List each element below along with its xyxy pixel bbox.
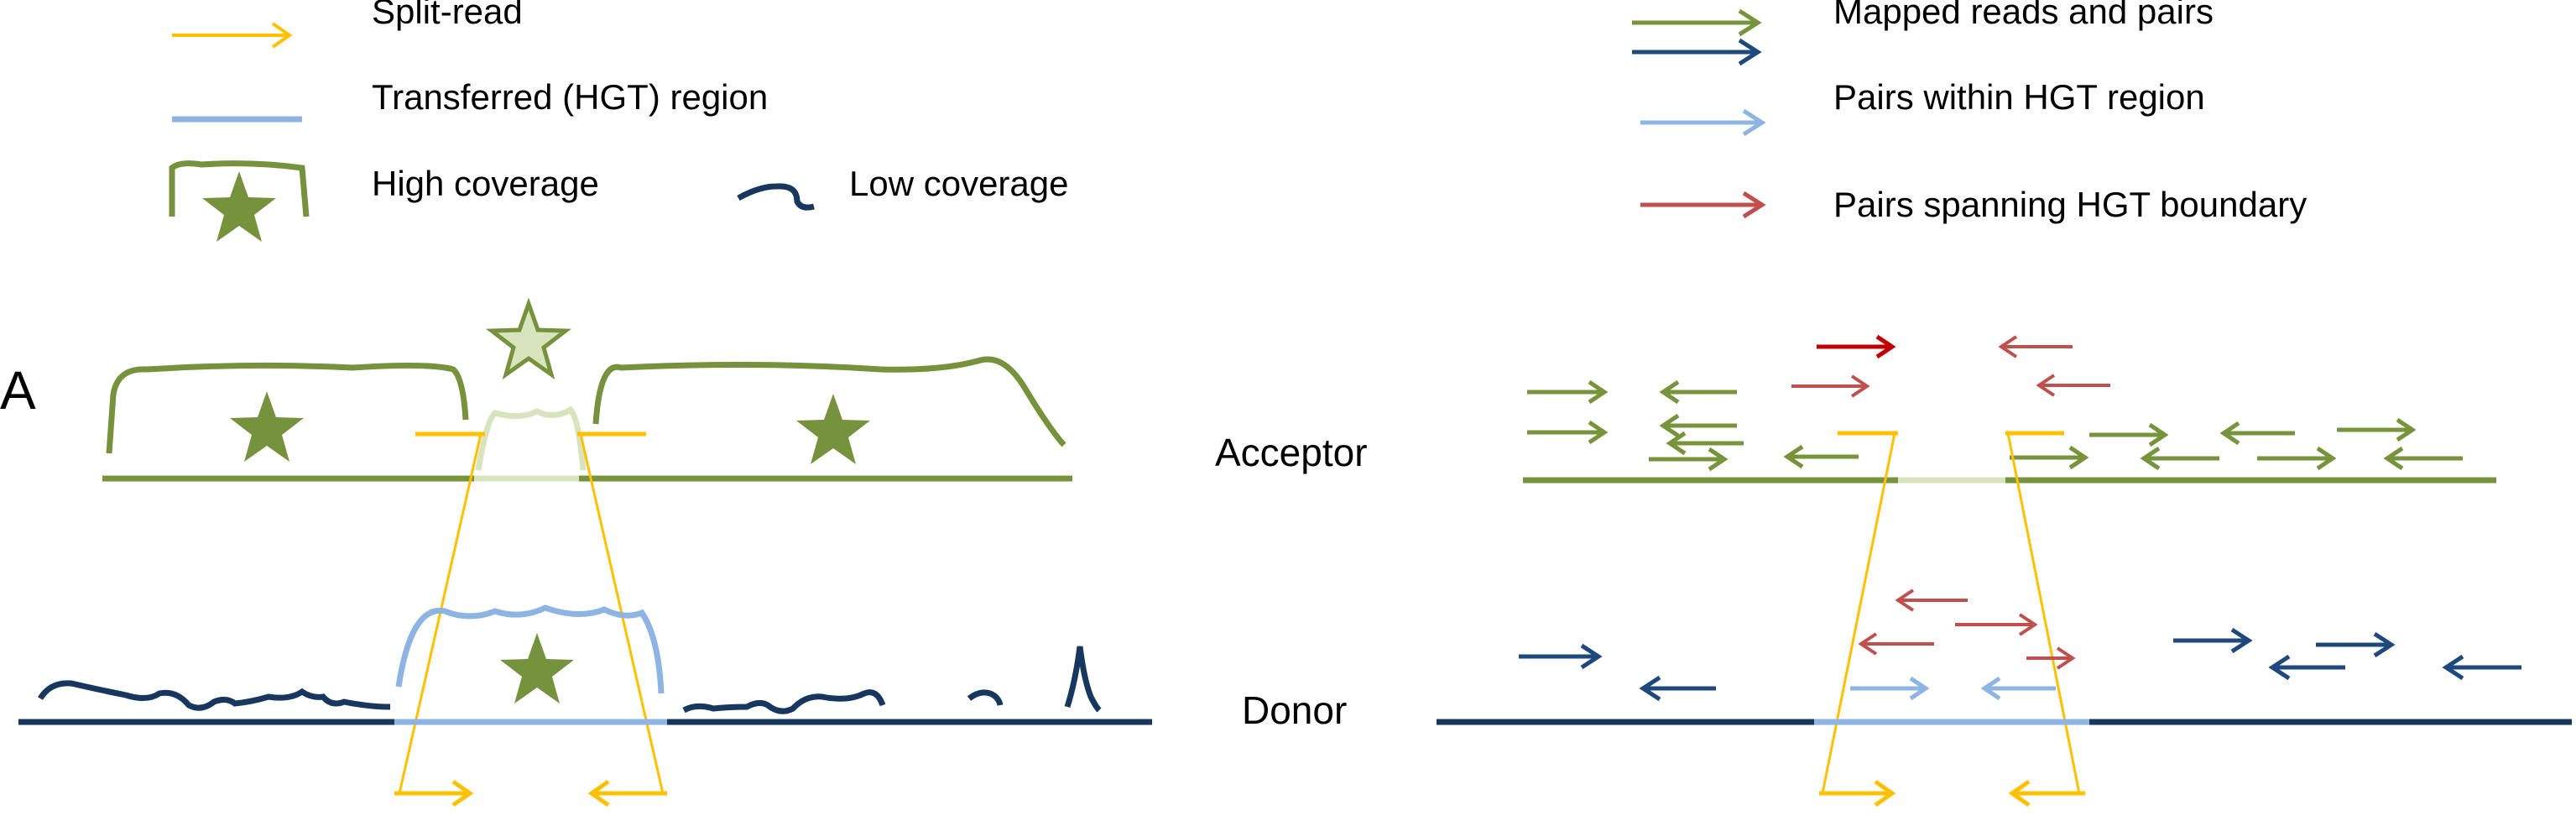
legend-low-coverage-label: Low coverage (849, 164, 1069, 203)
donor-coverage-low-small (967, 689, 1004, 706)
high-coverage-star-icon (796, 394, 870, 464)
right-split-read-arrows (1819, 779, 2085, 808)
legend-high-coverage-label: High coverage (372, 164, 599, 203)
donor-spanning-pairs (1858, 588, 2076, 670)
legend-left: Split-read Transferred (HGT) region High… (169, 0, 1069, 242)
legend-mapped-reads-label: Mapped reads and pairs (1833, 0, 2214, 31)
donor-coverage-low-mid (682, 689, 886, 714)
right-acceptor-track (1523, 431, 2496, 484)
left-split-read-arrows (394, 779, 667, 808)
low-coverage-legend-icon (737, 183, 815, 211)
pairs-spanning-legend-icon (1640, 191, 1766, 219)
acceptor-coverage-gap (475, 405, 587, 471)
legend-pairs-spanning-label: Pairs spanning HGT boundary (1833, 185, 2307, 224)
donor-coverage-hgt (395, 604, 665, 694)
high-coverage-legend-icon (169, 160, 310, 242)
donor-mapped-reads (1519, 627, 2521, 702)
donor-coverage-low-spike (1064, 646, 1102, 713)
legend-pairs-within-label: Pairs within HGT region (1833, 77, 2205, 117)
mapped-reads-legend-icon (1632, 8, 1762, 66)
acceptor-mapped-reads (1527, 379, 2463, 472)
left-donor-track (18, 604, 1152, 725)
acceptor-label: Acceptor (1215, 431, 1368, 474)
legend-split-read-label: Split-read (372, 0, 523, 31)
donor-coverage-low-left (37, 680, 391, 711)
high-coverage-star-icon (492, 304, 566, 374)
donor-label: Donor (1242, 688, 1347, 732)
acceptor-coverage-left (106, 362, 469, 454)
split-read-legend-icon (172, 22, 293, 49)
acceptor-spanning-pairs (1817, 334, 1896, 359)
high-coverage-star-icon (500, 633, 574, 704)
panel-letter: A (0, 360, 36, 421)
acceptor-spanning-pairs-light (1791, 335, 2110, 398)
donor-within-pairs (1850, 676, 2056, 701)
legend-right: Mapped reads and pairs Pairs within HGT … (1632, 0, 2307, 224)
acceptor-coverage-right (592, 356, 1066, 447)
pairs-within-legend-icon (1640, 108, 1766, 137)
legend-transferred-label: Transferred (HGT) region (372, 77, 768, 117)
right-split-read-links (1821, 432, 2081, 794)
high-coverage-star-icon (230, 391, 304, 462)
left-acceptor-track (102, 304, 1072, 482)
